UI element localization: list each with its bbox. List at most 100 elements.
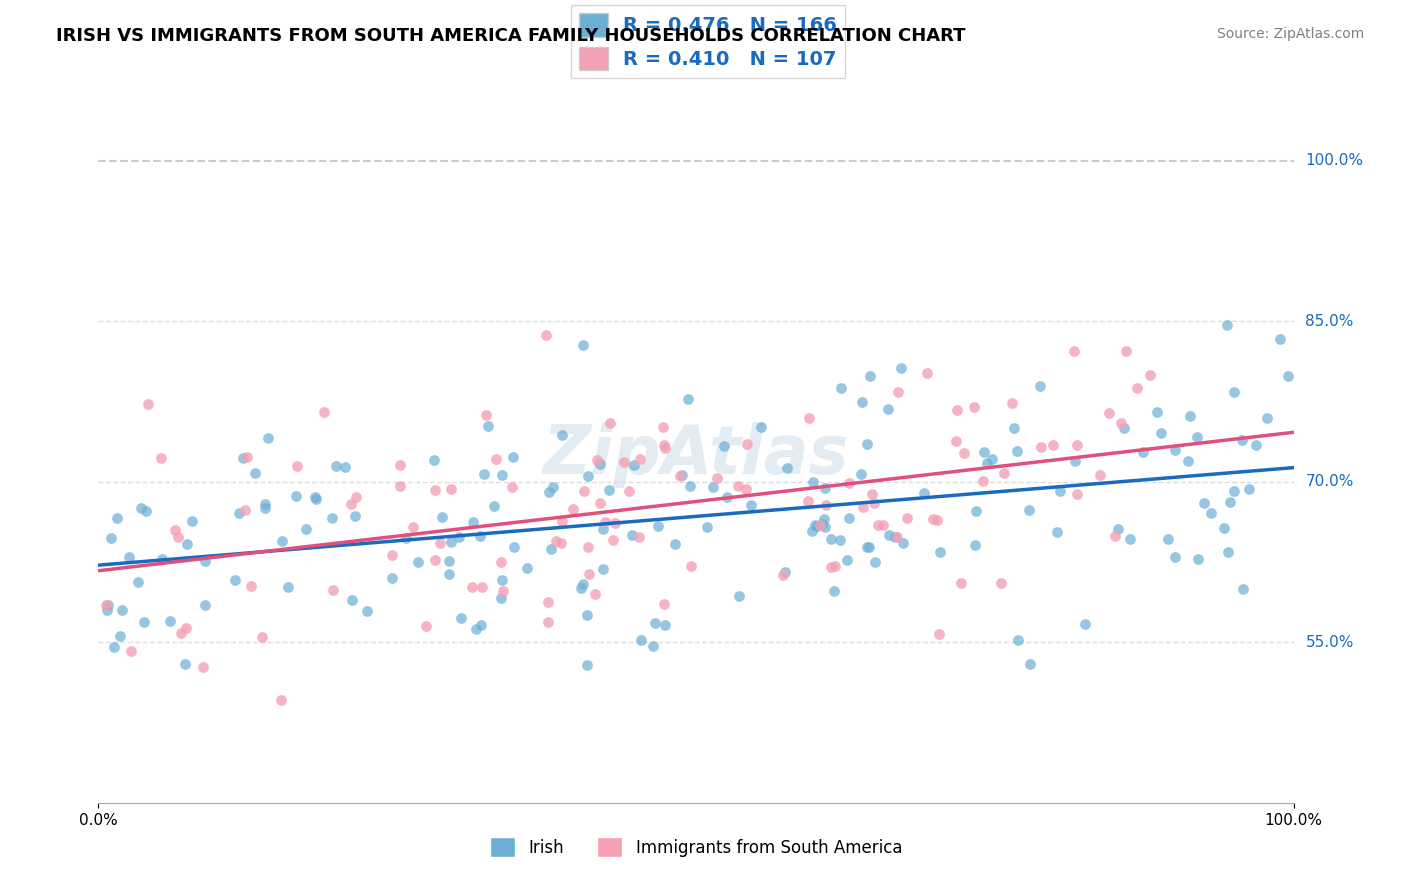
Point: [1042, 438, 1064, 452]
Point: [815, 498, 838, 512]
Point: [96, 602, 118, 616]
Point: [671, 468, 693, 483]
Point: [562, 501, 585, 516]
Point: [838, 476, 860, 491]
Point: [127, 574, 149, 589]
Point: [1063, 343, 1085, 358]
Point: [502, 450, 524, 464]
Point: [224, 574, 246, 588]
Point: [572, 337, 595, 351]
Text: 100.0%: 100.0%: [1306, 153, 1364, 168]
Point: [1219, 494, 1241, 508]
Point: [619, 483, 641, 498]
Point: [973, 444, 995, 458]
Point: [1005, 443, 1028, 458]
Point: [922, 512, 945, 526]
Point: [1277, 368, 1299, 383]
Point: [103, 640, 125, 654]
Point: [356, 604, 378, 618]
Point: [423, 483, 446, 498]
Point: [395, 531, 418, 545]
Point: [1216, 545, 1239, 559]
Point: [1112, 421, 1135, 435]
Point: [928, 544, 950, 558]
Point: [1045, 524, 1067, 539]
Point: [333, 460, 356, 475]
Legend: Irish, Immigrants from South America: Irish, Immigrants from South America: [484, 830, 908, 864]
Point: [1256, 410, 1278, 425]
Point: [461, 580, 484, 594]
Point: [945, 434, 967, 449]
Point: [851, 395, 873, 409]
Point: [287, 459, 309, 474]
Point: [194, 554, 217, 568]
Point: [381, 572, 404, 586]
Point: [236, 450, 259, 464]
Point: [304, 492, 326, 507]
Point: [912, 485, 935, 500]
Point: [1090, 467, 1112, 482]
Point: [388, 458, 411, 472]
Point: [592, 522, 614, 536]
Point: [949, 576, 972, 591]
Point: [485, 452, 508, 467]
Point: [228, 506, 250, 520]
Point: [440, 534, 463, 549]
Point: [551, 428, 574, 442]
Point: [491, 591, 513, 605]
Point: [820, 559, 842, 574]
Point: [1029, 378, 1052, 392]
Point: [540, 542, 562, 557]
Point: [862, 495, 884, 509]
Point: [439, 554, 461, 568]
Point: [773, 565, 796, 579]
Point: [1019, 657, 1042, 671]
Point: [150, 551, 173, 566]
Point: [304, 490, 326, 504]
Point: [576, 540, 599, 554]
Point: [163, 523, 186, 537]
Point: [295, 522, 318, 536]
Point: [1064, 454, 1087, 468]
Point: [896, 511, 918, 525]
Point: [860, 486, 883, 500]
Point: [1237, 482, 1260, 496]
Point: [1223, 384, 1246, 399]
Point: [150, 451, 173, 466]
Point: [669, 469, 692, 483]
Point: [679, 478, 702, 492]
Point: [110, 629, 132, 643]
Point: [344, 491, 367, 505]
Point: [1029, 441, 1052, 455]
Point: [963, 400, 986, 414]
Point: [254, 501, 277, 516]
Point: [468, 529, 491, 543]
Point: [588, 496, 610, 510]
Point: [588, 457, 610, 471]
Point: [808, 517, 831, 532]
Point: [239, 579, 262, 593]
Point: [1150, 425, 1173, 440]
Point: [740, 499, 762, 513]
Point: [813, 512, 835, 526]
Point: [270, 693, 292, 707]
Point: [652, 420, 675, 434]
Point: [652, 597, 675, 611]
Point: [654, 442, 676, 456]
Point: [830, 380, 852, 394]
Point: [541, 480, 564, 494]
Point: [630, 632, 652, 647]
Point: [823, 583, 845, 598]
Point: [1002, 421, 1025, 435]
Point: [475, 408, 498, 422]
Point: [1178, 409, 1201, 424]
Point: [887, 385, 910, 400]
Point: [537, 595, 560, 609]
Point: [811, 516, 834, 531]
Point: [551, 514, 574, 528]
Point: [167, 530, 190, 544]
Point: [243, 467, 266, 481]
Point: [613, 455, 636, 469]
Point: [1244, 438, 1267, 452]
Point: [877, 528, 900, 542]
